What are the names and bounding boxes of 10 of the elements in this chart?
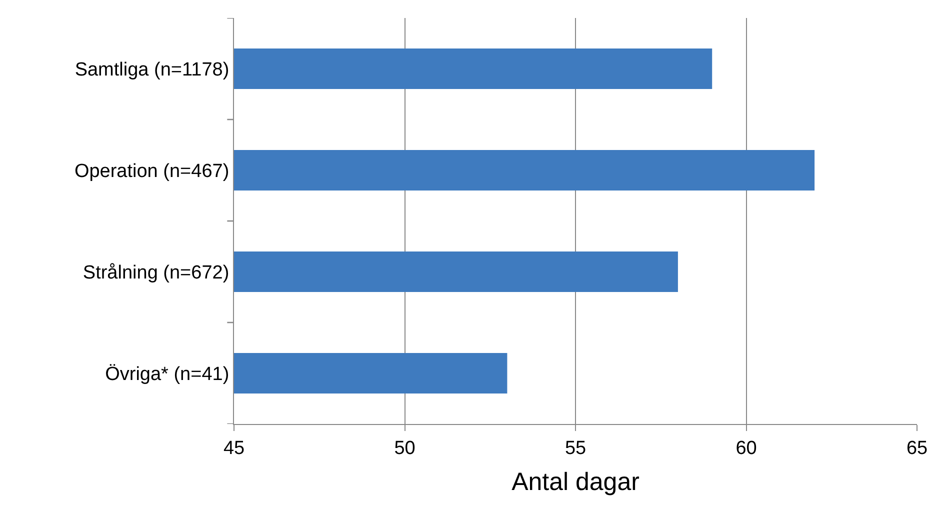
y-tick-label: Operation (n=467) [74, 160, 230, 182]
x-tick-label: 55 [564, 438, 586, 459]
x-tick-label: 60 [736, 438, 757, 459]
y-tick-label: Övriga* (n=41) [105, 364, 230, 385]
x-tick-label: 45 [223, 438, 245, 459]
x-tick-label: 50 [394, 438, 416, 459]
y-tick-label: Strålning (n=672) [82, 262, 230, 284]
x-tick-label: 65 [906, 438, 928, 459]
x-axis-title: Antal dagar [512, 468, 640, 496]
y-tick-label: Samtliga (n=1178) [74, 59, 230, 80]
